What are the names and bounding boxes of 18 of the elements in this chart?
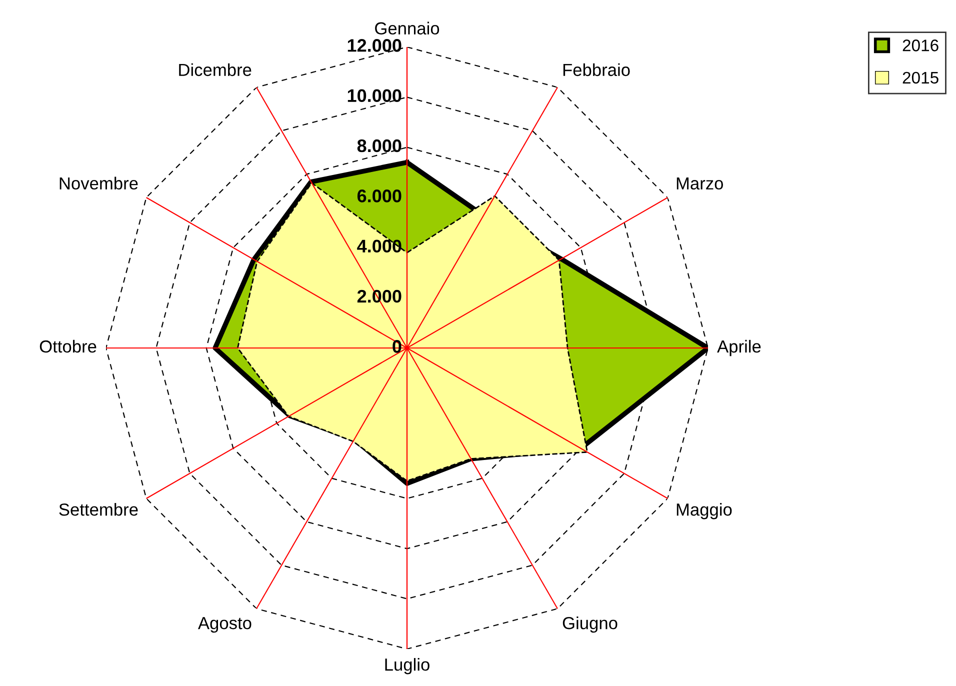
spoke-label: Giugno	[562, 616, 618, 633]
spoke-label: Febbraio	[563, 63, 630, 76]
y-tick-label: 8.000	[357, 139, 402, 152]
spoke-label: Maggio	[676, 503, 732, 520]
spoke-label: Settembre	[59, 503, 138, 516]
spoke-label: Marzo	[676, 177, 723, 190]
y-tick-label: 12.000	[348, 39, 402, 52]
spoke-label: Gennaio	[375, 22, 440, 35]
y-tick-label: 10.000	[348, 89, 402, 102]
spoke-label: Dicembre	[179, 63, 252, 76]
spoke-label: Ottobre	[40, 340, 96, 353]
spoke-label: Aprile	[717, 340, 761, 356]
spoke-label: Agosto	[198, 617, 252, 633]
legend-label: 2015	[902, 72, 938, 84]
spoke-label: Luglio	[385, 658, 430, 674]
y-tick-label: 6.000	[357, 190, 402, 202]
legend-label: 2016	[902, 40, 938, 52]
spoke-label: Novembre	[60, 176, 138, 190]
